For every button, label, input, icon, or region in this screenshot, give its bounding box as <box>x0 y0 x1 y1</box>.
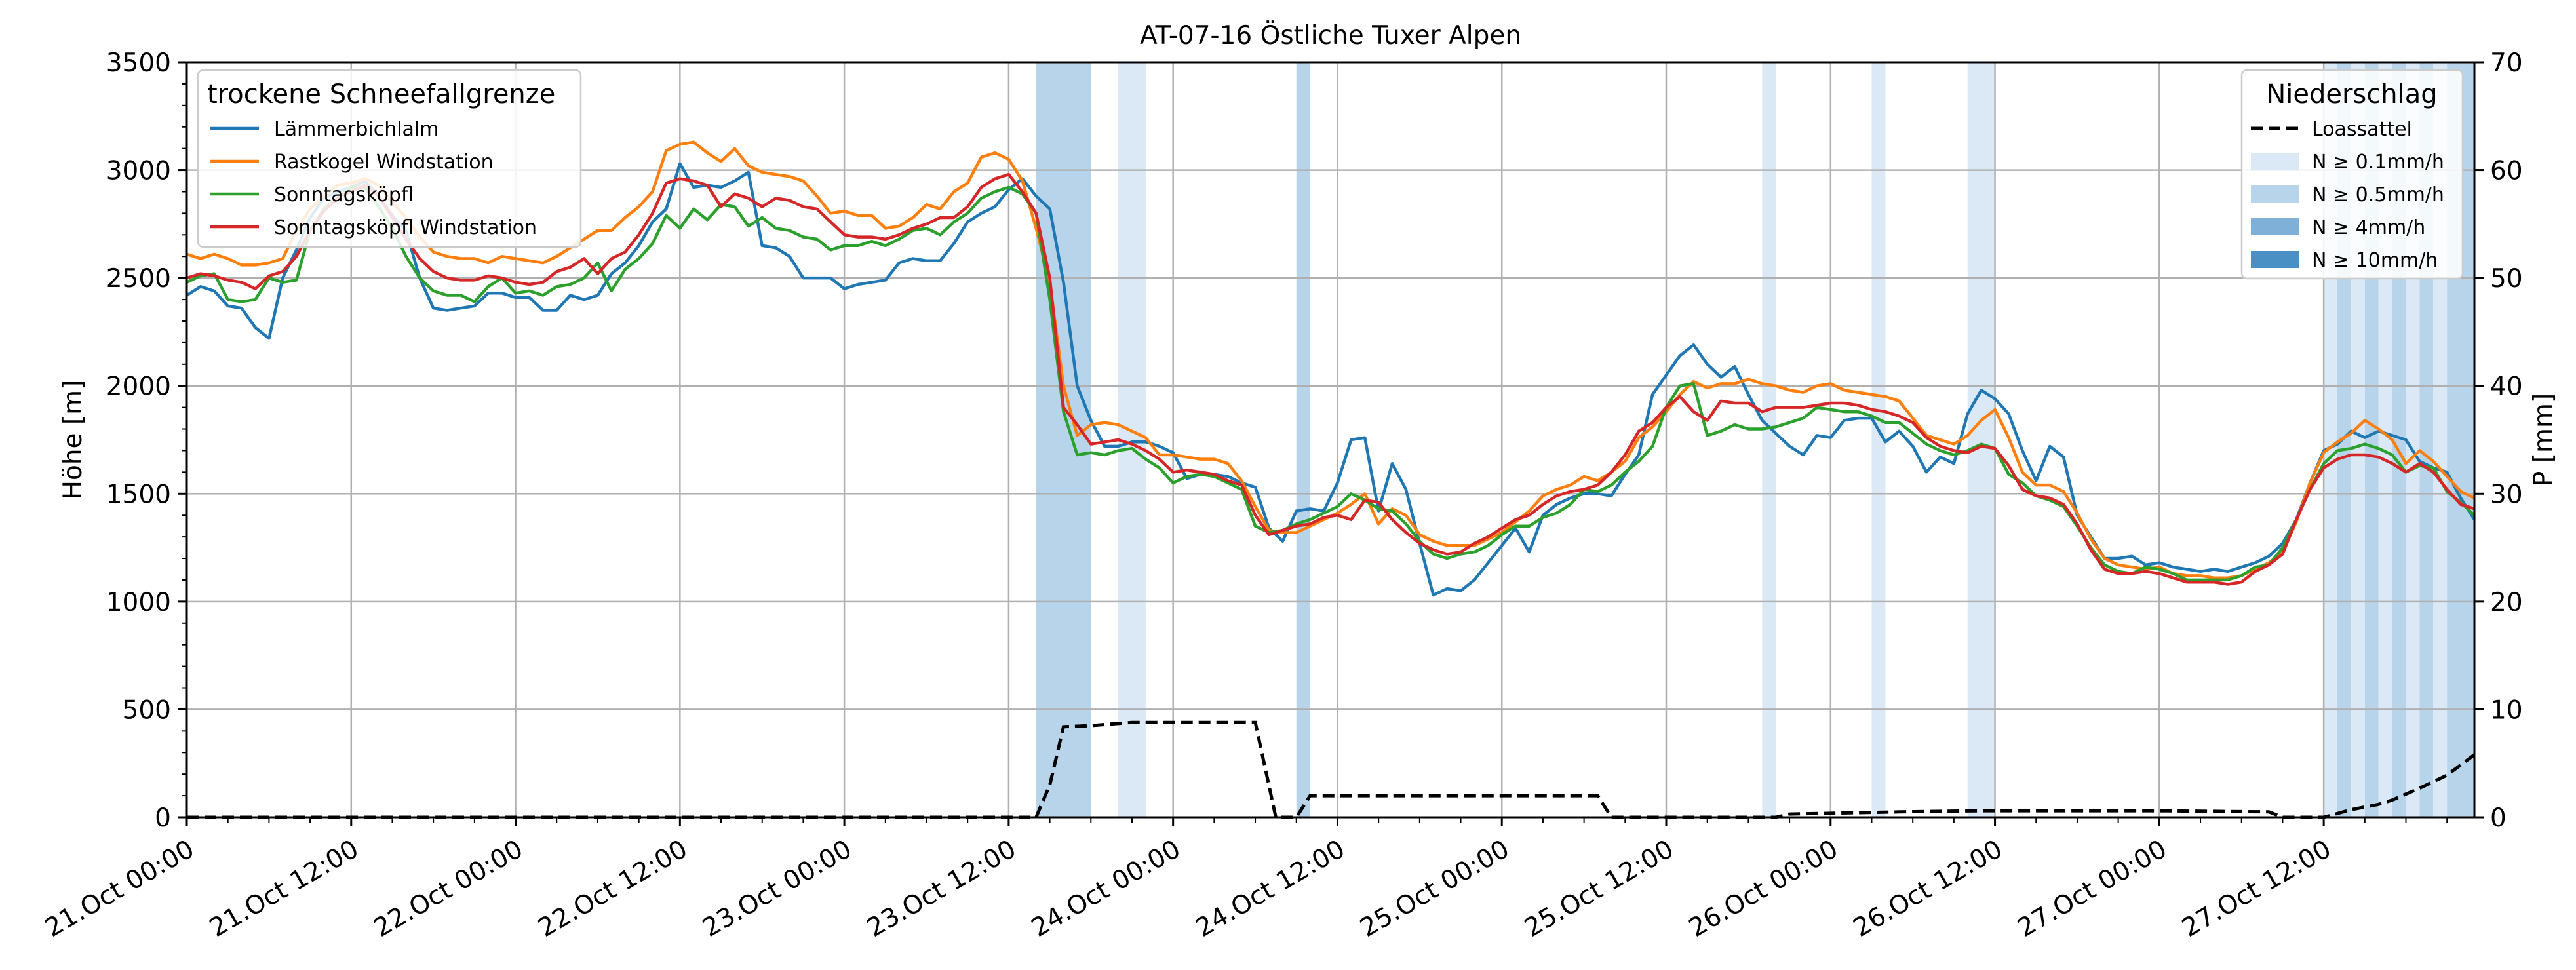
y-left-tick-label-6: 3000 <box>106 157 171 186</box>
y-left-tick-label-5: 2500 <box>106 264 171 294</box>
y-axis-left-label: Höhe [m] <box>58 380 88 500</box>
legend-snowline: trockene Schneefallgrenze Lämmerbichlalm… <box>197 69 582 248</box>
precip-band-0 <box>1036 62 1091 817</box>
legend-swatch-band-3 <box>2251 251 2299 268</box>
legend-entry-band-2: N ≥ 4mm/h <box>2312 216 2425 239</box>
precip-line-loassattel <box>187 720 2476 819</box>
y-right-tick-label-4: 40 <box>2490 372 2523 402</box>
legend-entry-band-3: N ≥ 10mm/h <box>2312 249 2438 272</box>
legend-precip: Niederschlag Loassattel N ≥ 0.1mm/h N ≥ … <box>2240 69 2464 280</box>
y-left-tick-label-7: 3500 <box>106 48 171 78</box>
precip-band-2 <box>1296 62 1310 817</box>
y-left-tick-label-1: 500 <box>123 695 171 725</box>
series-lines <box>185 140 2476 597</box>
legend-entry-band-0: N ≥ 0.1mm/h <box>2312 151 2444 174</box>
y-right-tick-label-2: 20 <box>2490 588 2523 617</box>
y-right-tick-label-5: 50 <box>2490 264 2523 294</box>
y-right-tick-label-3: 30 <box>2490 480 2523 509</box>
precip-band-3 <box>1762 62 1776 817</box>
legend-precip-title: Niederschlag <box>2266 79 2437 109</box>
plot-frame <box>185 61 2476 819</box>
y-right-tick-label-0: 0 <box>2490 804 2507 833</box>
legend-entry-band-1: N ≥ 0.5mm/h <box>2312 184 2444 206</box>
legend-snowline-box <box>197 69 582 248</box>
legend-snowline-title: trockene Schneefallgrenze <box>207 79 555 109</box>
chart-title: AT-07-16 Östliche Tuxer Alpen <box>1140 20 1521 50</box>
precip-band-5 <box>1967 62 1995 817</box>
legend-entry-rastkogel: Rastkogel Windstation <box>274 151 494 174</box>
precip-series <box>187 720 2476 819</box>
y-left-tick-label-0: 0 <box>155 804 171 833</box>
legend-entry-laemmerbichlalm: Lämmerbichlalm <box>274 118 439 141</box>
legend-swatch-band-1 <box>2251 185 2299 203</box>
y-right-tick-label-7: 70 <box>2490 48 2523 78</box>
y-left-tick-label-4: 2000 <box>106 372 171 402</box>
y-axis-right-label: P [mm] <box>2529 393 2558 486</box>
legend-swatch-band-2 <box>2251 218 2299 235</box>
y-right-tick-label-6: 60 <box>2490 157 2523 186</box>
legend-entry-loassattel: Loassattel <box>2312 118 2412 141</box>
legend-entry-sonntagskoepfl-wind: Sonntagsköpfl Windstation <box>274 216 537 239</box>
y-left-tick-label-3: 1500 <box>106 480 171 509</box>
y-right-tick-label-1: 10 <box>2490 695 2523 725</box>
y-left-tick-label-2: 1000 <box>106 588 171 617</box>
legend-swatch-band-0 <box>2251 153 2299 170</box>
precip-band-4 <box>1871 62 1886 817</box>
legend-entry-sonntagskoepfl: Sonntagsköpfl <box>274 184 414 206</box>
series-line-sonntagskopfl-windstation <box>186 172 2475 586</box>
